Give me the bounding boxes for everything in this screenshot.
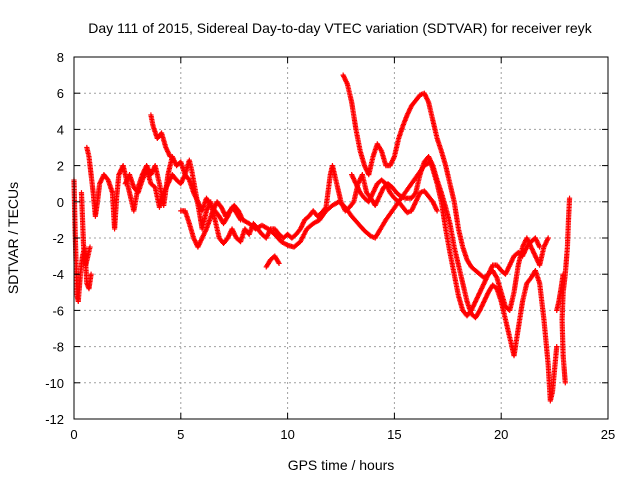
y-tick-label: 4 (57, 122, 64, 137)
y-tick-label: -4 (52, 267, 64, 282)
y-tick-label: -8 (52, 340, 64, 355)
data-point (167, 153, 173, 160)
data-points (71, 72, 573, 404)
y-tick-label: 2 (57, 159, 64, 174)
x-tick-label: 25 (601, 427, 615, 442)
y-axis-label: SDTVAR / TECUs (5, 182, 21, 294)
data-point (554, 344, 560, 350)
data-point (88, 271, 94, 277)
x-tick-label: 20 (494, 427, 508, 442)
plot-frame (73, 56, 609, 420)
data-point (560, 271, 566, 277)
y-tick-label: 8 (57, 50, 64, 65)
x-tick-label: 15 (387, 427, 401, 442)
data-point (87, 244, 93, 250)
y-tick-label: 0 (57, 195, 64, 210)
x-axis-label: GPS time / hours (288, 457, 395, 473)
chart-title: Day 111 of 2015, Sidereal Day-to-day VTE… (88, 20, 592, 36)
x-tick-label: 0 (70, 427, 77, 442)
data-point (434, 208, 440, 214)
x-tick-label: 5 (177, 427, 184, 442)
y-tick-label: -10 (45, 376, 64, 391)
y-tick-label: -2 (52, 231, 64, 246)
grid (74, 57, 608, 419)
y-tick-label: -6 (52, 303, 64, 318)
axis-ticks: 0 5 10 15 20 25 -12 -10 -8 -6 -4 -2 0 2 4 6 8 (45, 50, 615, 442)
data-point (276, 260, 282, 266)
data-point (566, 195, 573, 201)
data-point (545, 235, 551, 241)
y-tick-label: 6 (57, 86, 64, 101)
y-tick-label: -12 (45, 412, 64, 427)
x-tick-label: 10 (280, 427, 294, 442)
data-point (537, 244, 543, 250)
